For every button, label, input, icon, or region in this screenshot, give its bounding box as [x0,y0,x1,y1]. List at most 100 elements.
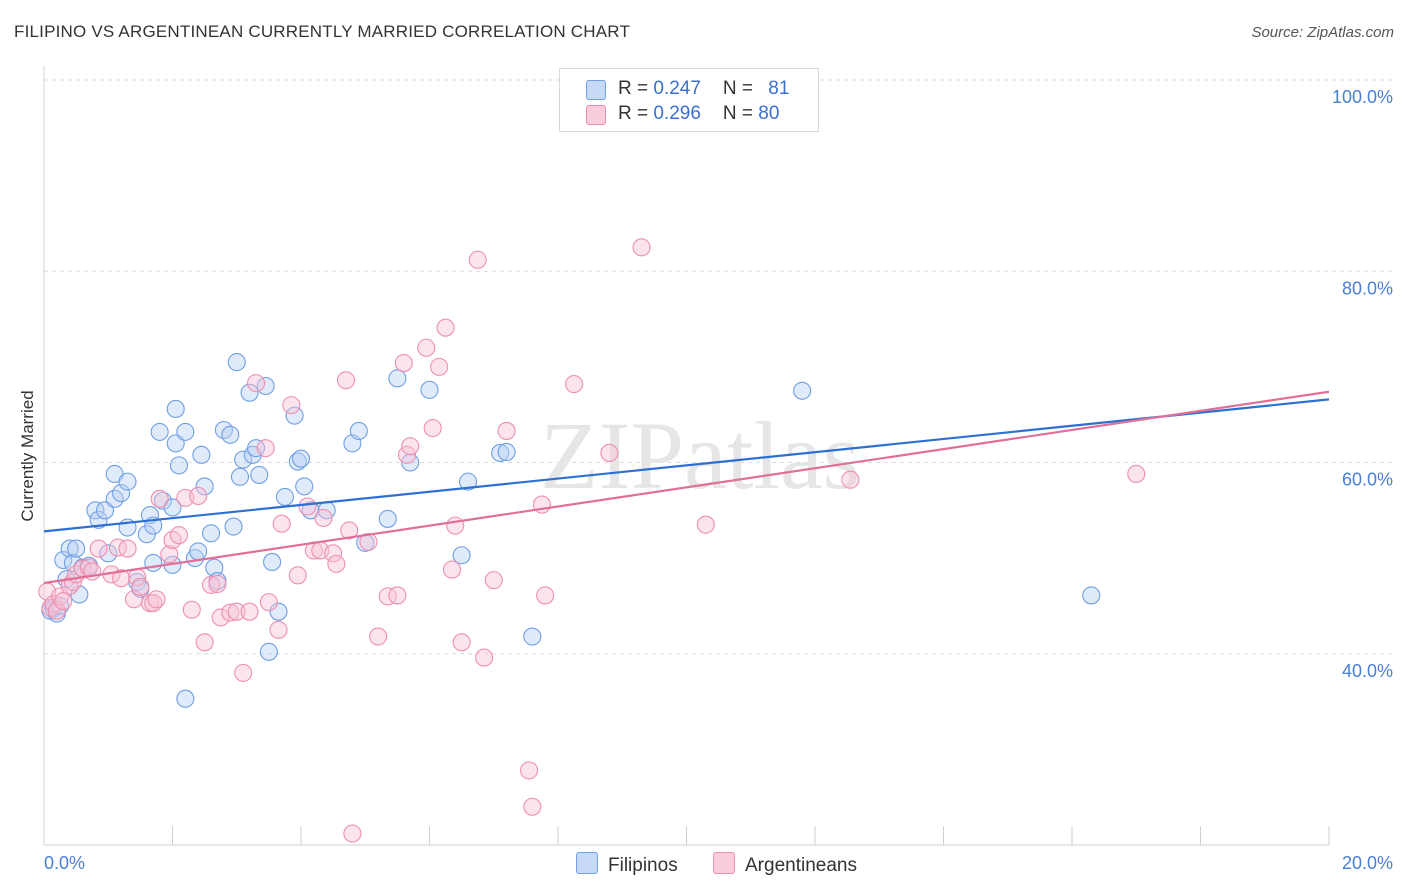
filipino-point [86,501,105,520]
legend-swatch-argentinean [586,105,606,125]
argentinean-point [442,560,462,579]
argentinean-point [520,761,539,780]
filipino-point [491,443,510,462]
bottom-legend-label-argentinean: Argentineans [745,855,857,876]
y-tick-label: 40.0% [1342,661,1393,681]
filipino-point [246,439,266,458]
argentinean-point [150,489,169,508]
argentinean-point [211,608,230,627]
legend: R = 0.247 N = 81 R = 0.296 N = 80 [559,68,819,132]
filipino-point [153,491,172,510]
argentinean-point [195,633,214,652]
argentinean-point [202,575,221,594]
filipino-point [349,421,368,440]
argentinean-point [423,419,442,438]
argentinean-point [221,603,240,622]
filipino-point [497,442,516,462]
filipino-point [227,353,246,372]
argentinean-point [343,824,362,843]
filipino-point [230,467,250,486]
argentinean-point [240,602,259,621]
argentinean-point [475,648,494,667]
filipino-point [192,445,211,464]
filipino-point [166,399,185,419]
filipino-point [67,539,86,558]
argentinean-point [269,620,288,639]
filipino-point [285,406,304,425]
filipino-point [112,484,131,503]
bottom-legend-argentinean: Argentineans [713,852,857,877]
legend-r-value-argentinean: 0.296 [653,103,701,124]
legend-r-value-filipino: 0.247 [653,78,701,99]
filipino-point [189,542,208,561]
filipino-points [41,353,1101,708]
filipino-point [295,477,314,496]
filipino-point [144,553,163,572]
argentinean-point [246,374,266,393]
filipino-point [60,539,79,558]
argentinean-point [227,602,246,621]
filipino-point [288,452,307,471]
filipino-point [458,472,478,491]
x-tick-label-max: 20.0% [1342,853,1393,873]
legend-n-value-argentinean: 80 [758,103,780,124]
argentinean-point [523,797,542,816]
argentinean-point [208,574,227,593]
y-tick-label: 60.0% [1342,470,1393,490]
legend-n-label: N = [722,78,759,99]
argentinean-point [600,443,619,462]
argentinean-point [189,486,208,506]
filipino-point [176,422,195,441]
filipino-point [1082,586,1101,605]
filipino-point [452,546,471,565]
filipino-point [240,383,259,402]
filipino-point [263,552,282,572]
bottom-legend-filipino: Filipinos [576,852,678,877]
argentinean-point [446,516,465,535]
argentinean-point [430,357,449,376]
argentinean-point [378,587,397,606]
argentinean-point [108,538,127,557]
bottom-legend-swatch-filipino [576,852,598,874]
argentinean-point [288,566,307,585]
argentinean-point [118,539,137,558]
argentinean-point [536,586,555,605]
filipino-point [275,487,294,506]
filipino-point [202,524,221,543]
x-ticks [172,826,1330,845]
filipino-point [388,369,407,388]
bottom-legend-swatch-argentinean [713,852,735,874]
argentinean-point [632,238,651,257]
y-tick-label: 80.0% [1342,278,1393,298]
argentinean-point [47,601,66,620]
argentinean-point [131,577,150,596]
argentinean-point [452,633,471,652]
filipino-point [291,449,311,468]
filipino-point [163,498,182,517]
filipino-point [378,509,397,528]
argentinean-point [234,663,253,682]
argentinean-point [256,439,275,458]
filipino-trend-line [43,398,1330,533]
source-label: Source: ZipAtlas.com [1251,24,1394,41]
argentinean-point [147,590,166,609]
argentinean-point [484,571,503,590]
chart-title: FILIPINO VS ARGENTINEAN CURRENTLY MARRIE… [14,22,631,41]
argentinean-point [327,554,346,573]
argentinean-point [388,586,407,605]
legend-swatch-filipino [586,80,606,100]
argentinean-point [182,600,201,619]
argentinean-point [340,521,359,540]
argentinean-trend-line [43,390,1330,585]
filipino-point [99,544,118,563]
argentinean-point [89,539,108,558]
filipino-point [523,627,542,646]
argentinean-point [160,545,179,564]
argentinean-point [841,470,860,489]
filipino-point [118,472,137,491]
y-axis-label: Currently Married [18,390,37,521]
argentinean-point [272,514,291,533]
argentinean-point [282,396,301,415]
argentinean-points [38,238,1146,843]
